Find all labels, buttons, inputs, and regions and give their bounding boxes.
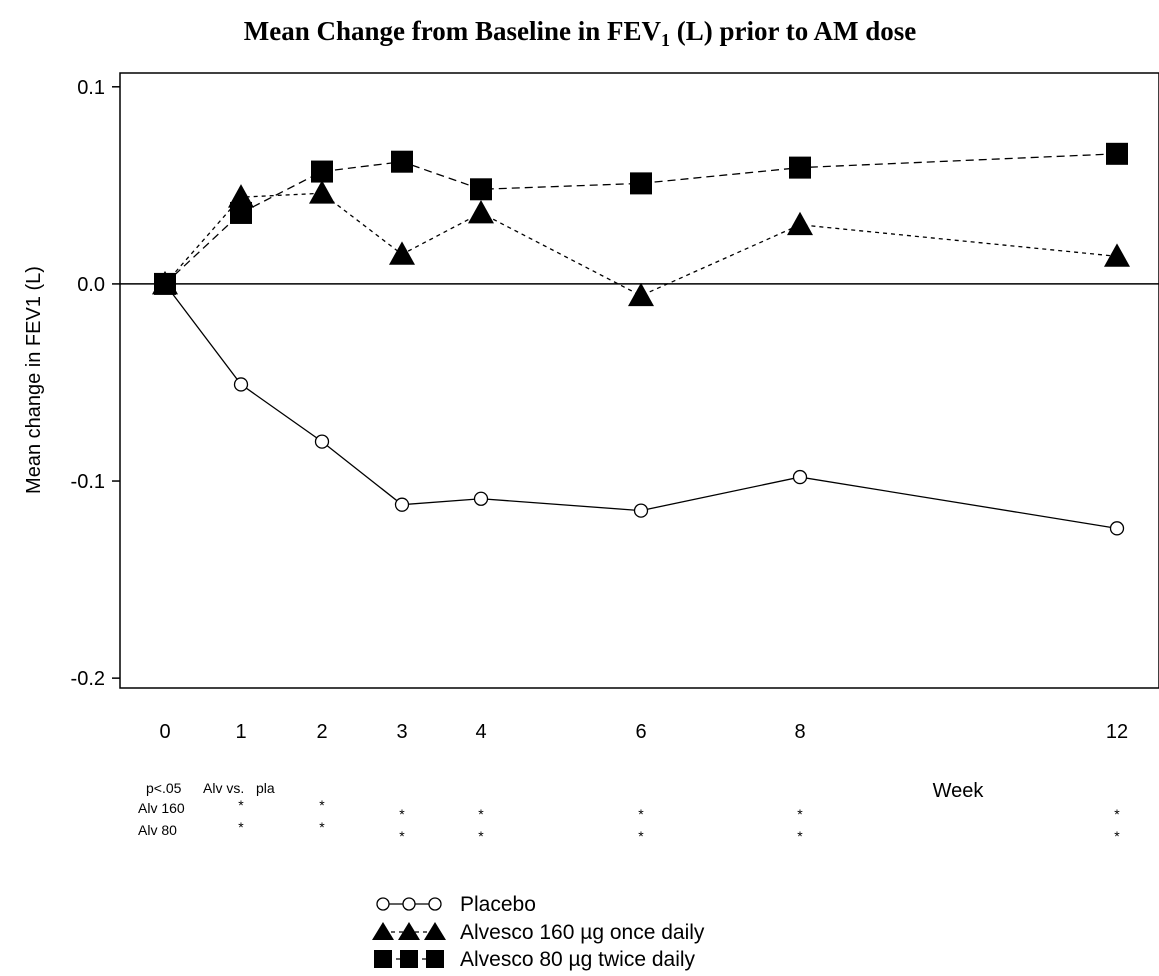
placebo-point (794, 471, 807, 484)
sig-mark: * (638, 806, 644, 822)
legend: Placebo Alvesco 160 µg once daily Alvesco … (372, 893, 705, 971)
alvesco-160-point (787, 212, 813, 235)
alvesco-80-point (1106, 143, 1128, 165)
placebo-line (165, 284, 1117, 528)
alvesco-80-point (311, 161, 333, 183)
x-tick-label: 6 (635, 721, 646, 743)
sig-mark: * (797, 806, 803, 822)
legend-placebo-marker (403, 898, 415, 910)
sig-mark: * (638, 828, 644, 844)
y-tick-label: -0.2 (71, 668, 105, 690)
legend-placebo-marker (429, 898, 441, 910)
y-tick-label: 0.0 (77, 274, 105, 296)
sig-mark: * (1114, 806, 1120, 822)
sig-mark: * (399, 806, 405, 822)
alvesco-80-point (630, 172, 652, 194)
legend-alvesco-160-label: Alvesco 160 µg once daily (460, 921, 705, 944)
x-axis-label: Week (933, 780, 985, 802)
x-tick-label: 8 (794, 721, 805, 743)
placebo-point (475, 492, 488, 505)
legend-alvesco-80-marker (426, 950, 444, 968)
sig-row-label: Alv 160 (138, 800, 185, 816)
sig-mark: * (1114, 828, 1120, 844)
sig-mark: * (797, 828, 803, 844)
sig-mark: * (319, 819, 325, 835)
legend-alvesco-80-label: Alvesco 80 µg twice daily (460, 948, 696, 971)
placebo-point (1111, 522, 1124, 535)
legend-alvesco-80-marker (400, 950, 418, 968)
x-tick-label: 4 (475, 721, 486, 743)
sig-header-alv-vs: Alv vs. (203, 780, 244, 796)
x-tick-label: 3 (396, 721, 407, 743)
legend-alvesco-80-marker (374, 950, 392, 968)
sig-mark: * (238, 797, 244, 813)
y-tick-label: 0.1 (77, 77, 105, 99)
y-tick-label: -0.1 (71, 471, 105, 493)
sig-mark: * (238, 819, 244, 835)
x-tick-label: 1 (235, 721, 246, 743)
x-tick-label: 12 (1106, 721, 1128, 743)
y-axis: -0.2 -0.1 0.0 0.1 (71, 77, 120, 690)
x-tick-label: 2 (316, 721, 327, 743)
sig-header-pla: pla (256, 780, 275, 796)
alvesco-80-point (154, 273, 176, 295)
alvesco-80-point (230, 202, 252, 224)
alvesco-80-point (391, 151, 413, 173)
alvesco-160-line (165, 193, 1117, 296)
sig-mark: * (399, 828, 405, 844)
sig-mark: * (319, 797, 325, 813)
alvesco-160-point (389, 241, 415, 264)
placebo-point (235, 378, 248, 391)
series-lines (165, 154, 1117, 529)
series-markers (152, 143, 1130, 535)
alvesco-80-point (470, 178, 492, 200)
legend-alvesco-160-marker (398, 922, 420, 940)
plot-area (120, 73, 1159, 688)
legend-placebo-marker (377, 898, 389, 910)
x-tick-label: 0 (159, 721, 170, 743)
legend-alvesco-160-marker (372, 922, 394, 940)
alvesco-160-point (468, 200, 494, 223)
sig-header-p: p<.05 (146, 780, 182, 796)
y-axis-label: Mean change in FEV1 (L) (23, 266, 45, 494)
placebo-point (635, 504, 648, 517)
placebo-point (316, 435, 329, 448)
alvesco-80-point (789, 157, 811, 179)
chart-title: Mean Change from Baseline in FEV1 (L) pr… (244, 16, 916, 50)
legend-placebo-label: Placebo (460, 893, 536, 916)
x-axis: 0 1 2 3 4 6 8 12 (159, 721, 1128, 743)
sig-mark: * (478, 828, 484, 844)
alvesco-160-point (628, 283, 654, 306)
alvesco-160-point (309, 180, 335, 203)
legend-alvesco-160-marker (424, 922, 446, 940)
plot-frame (120, 73, 1159, 688)
sig-mark: * (478, 806, 484, 822)
placebo-point (396, 498, 409, 511)
sig-row-label: Alv 80 (138, 822, 177, 838)
